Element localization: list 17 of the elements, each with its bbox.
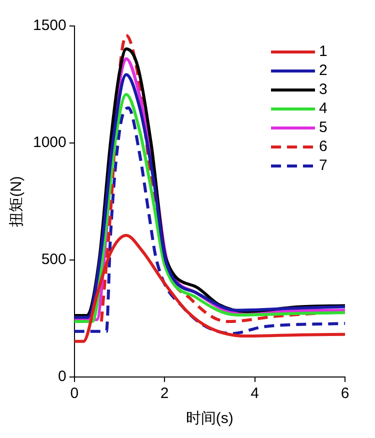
- legend-label: 5: [319, 119, 328, 136]
- y-tick-label: 1000: [32, 134, 66, 152]
- y-tick-label: 1500: [32, 17, 66, 34]
- y-axis-title: 扭矩(N): [8, 176, 26, 227]
- x-tick-label: 0: [70, 385, 79, 402]
- legend-label: 3: [319, 81, 328, 98]
- legend-label: 2: [319, 62, 328, 80]
- legend-label: 1: [319, 43, 328, 60]
- legend-label: 7: [319, 157, 328, 174]
- x-axis-title: 时间(s): [186, 410, 234, 428]
- legend-label: 6: [319, 138, 328, 156]
- y-tick-label: 0: [58, 368, 66, 386]
- x-tick-label: 6: [340, 385, 350, 402]
- x-tick-label: 4: [250, 385, 259, 402]
- x-tick-label: 2: [160, 385, 169, 402]
- y-tick-label: 500: [41, 251, 66, 268]
- legend-label: 4: [319, 100, 328, 118]
